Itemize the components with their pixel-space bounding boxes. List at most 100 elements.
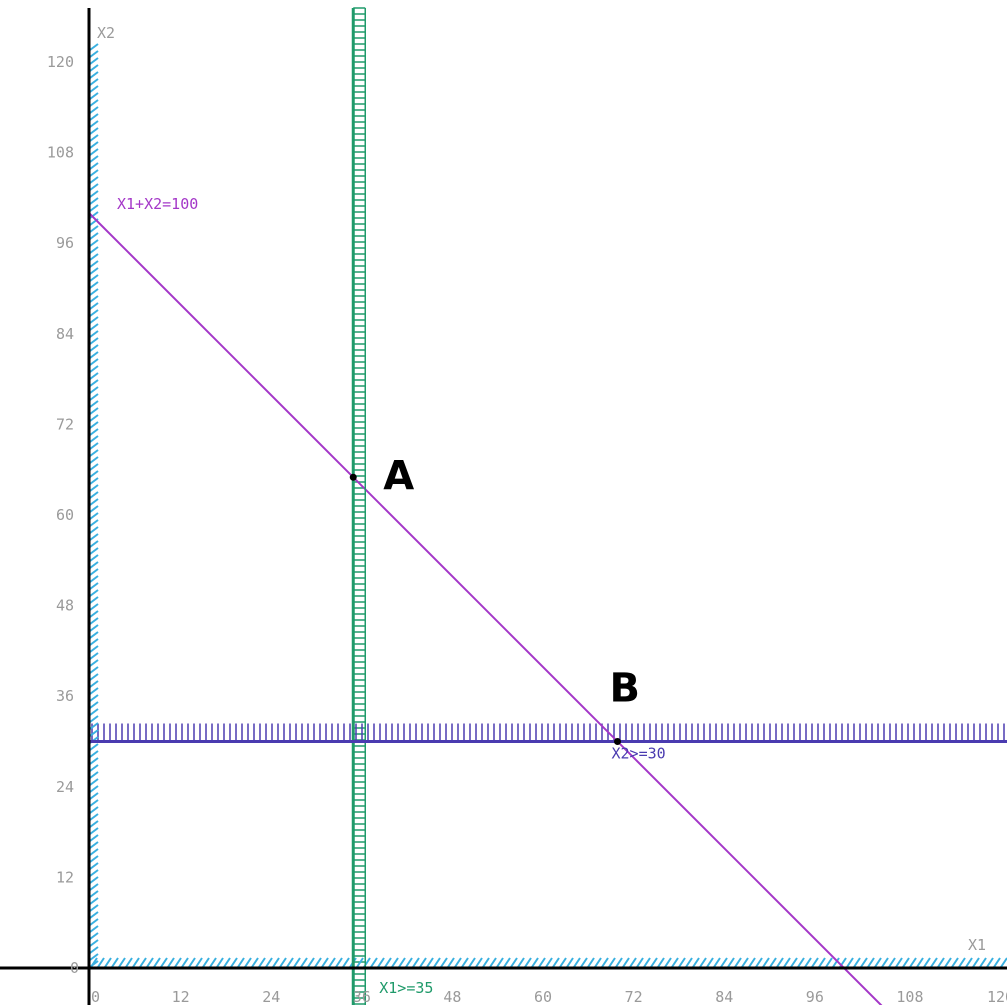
hatch-mark xyxy=(594,957,602,968)
hatch-mark xyxy=(89,155,99,163)
y-tick-label: 84 xyxy=(56,325,74,343)
hatch-mark xyxy=(265,957,273,968)
hatch-mark xyxy=(370,957,378,968)
hatch-mark xyxy=(356,957,364,968)
hatch-mark xyxy=(89,43,99,51)
hatch-mark xyxy=(89,358,99,366)
y-tick-label: 60 xyxy=(56,506,74,524)
hatch-mark xyxy=(89,715,99,723)
hatch-mark xyxy=(937,957,945,968)
hatch-mark xyxy=(89,771,99,779)
hatch-mark xyxy=(89,876,99,884)
hatch-mark xyxy=(89,946,99,954)
hatch-mark xyxy=(89,652,99,660)
y-tick-label: 120 xyxy=(47,53,74,71)
hatch-mark xyxy=(846,957,854,968)
hatch-mark xyxy=(692,957,700,968)
hatch-mark xyxy=(89,806,99,814)
hatch-mark xyxy=(89,330,99,338)
corner-point-marker xyxy=(349,473,357,481)
hatch-mark xyxy=(89,239,99,247)
hatch-mark xyxy=(608,957,616,968)
constraint-lines xyxy=(88,8,1007,1005)
hatch-mark xyxy=(89,729,99,737)
hatch-mark xyxy=(412,957,420,968)
x-tick-label: 24 xyxy=(262,988,280,1005)
constraint-hatching xyxy=(89,7,1007,1005)
hatch-mark xyxy=(930,957,938,968)
origin-mark: 0 xyxy=(70,959,79,977)
hatch-mark xyxy=(89,757,99,765)
y-tick-label: 48 xyxy=(56,597,74,615)
hatch-mark xyxy=(89,85,99,93)
hatch-mark xyxy=(188,957,196,968)
hatch-mark xyxy=(671,957,679,968)
hatch-mark xyxy=(293,957,301,968)
hatch-mark xyxy=(804,957,812,968)
hatch-mark xyxy=(89,778,99,786)
hatch-mark xyxy=(89,792,99,800)
hatch-mark xyxy=(202,957,210,968)
hatch-mark xyxy=(209,957,217,968)
x-tick-label: 0 xyxy=(91,988,100,1005)
hatch-mark xyxy=(587,957,595,968)
hatch-mark xyxy=(615,957,623,968)
hatch-mark xyxy=(89,92,99,100)
hatch-mark xyxy=(160,957,168,968)
hatch-mark xyxy=(874,957,882,968)
hatch-mark xyxy=(89,547,99,555)
hatch-mark xyxy=(89,925,99,933)
hatch-mark xyxy=(89,400,99,408)
hatch-mark xyxy=(89,295,99,303)
hatch-mark xyxy=(223,957,231,968)
hatch-mark xyxy=(89,575,99,583)
hatch-mark xyxy=(104,957,112,968)
hatch-mark xyxy=(706,957,714,968)
hatch-mark xyxy=(342,957,350,968)
hatch-mark xyxy=(531,957,539,968)
hatch-mark xyxy=(384,957,392,968)
hatch-mark xyxy=(307,957,315,968)
hatch-mark xyxy=(89,274,99,282)
hatch-mark xyxy=(89,302,99,310)
hatch-mark xyxy=(909,957,917,968)
hatch-mark xyxy=(89,533,99,541)
constraint-labels: X1>=35 X2>=30 X1+X2=100 xyxy=(117,195,666,997)
axes: X1 X2 0 xyxy=(0,8,1007,1005)
hatch-mark xyxy=(89,610,99,618)
hatch-mark xyxy=(89,169,99,177)
hatch-mark xyxy=(573,957,581,968)
hatch-mark xyxy=(895,957,903,968)
hatch-mark xyxy=(979,957,987,968)
hatch-mark xyxy=(132,957,140,968)
hatch-mark xyxy=(89,253,99,261)
hatch-mark xyxy=(433,957,441,968)
corner-point-marker xyxy=(614,738,621,745)
hatch-mark xyxy=(251,957,259,968)
hatch-mark xyxy=(89,722,99,730)
hatch-mark xyxy=(685,957,693,968)
hatch-mark xyxy=(89,701,99,709)
hatch-mark xyxy=(89,309,99,317)
hatch-mark xyxy=(559,957,567,968)
hatch-mark xyxy=(762,957,770,968)
hatch-mark xyxy=(216,957,224,968)
hatch-mark xyxy=(636,957,644,968)
hatch-mark xyxy=(496,957,504,968)
hatch-mark xyxy=(622,957,630,968)
x-axis-label: X1 xyxy=(968,936,986,954)
hatch-mark xyxy=(944,957,952,968)
hatch-mark xyxy=(321,957,329,968)
hatch-mark xyxy=(89,148,99,156)
hatch-mark xyxy=(426,957,434,968)
hatch-mark xyxy=(89,260,99,268)
hatch-mark xyxy=(89,57,99,65)
hatch-mark xyxy=(89,708,99,716)
hatch-mark xyxy=(89,799,99,807)
hatch-mark xyxy=(538,957,546,968)
hatch-mark xyxy=(89,449,99,457)
hatch-mark xyxy=(89,372,99,380)
hatch-mark xyxy=(328,957,336,968)
hatch-mark xyxy=(89,638,99,646)
